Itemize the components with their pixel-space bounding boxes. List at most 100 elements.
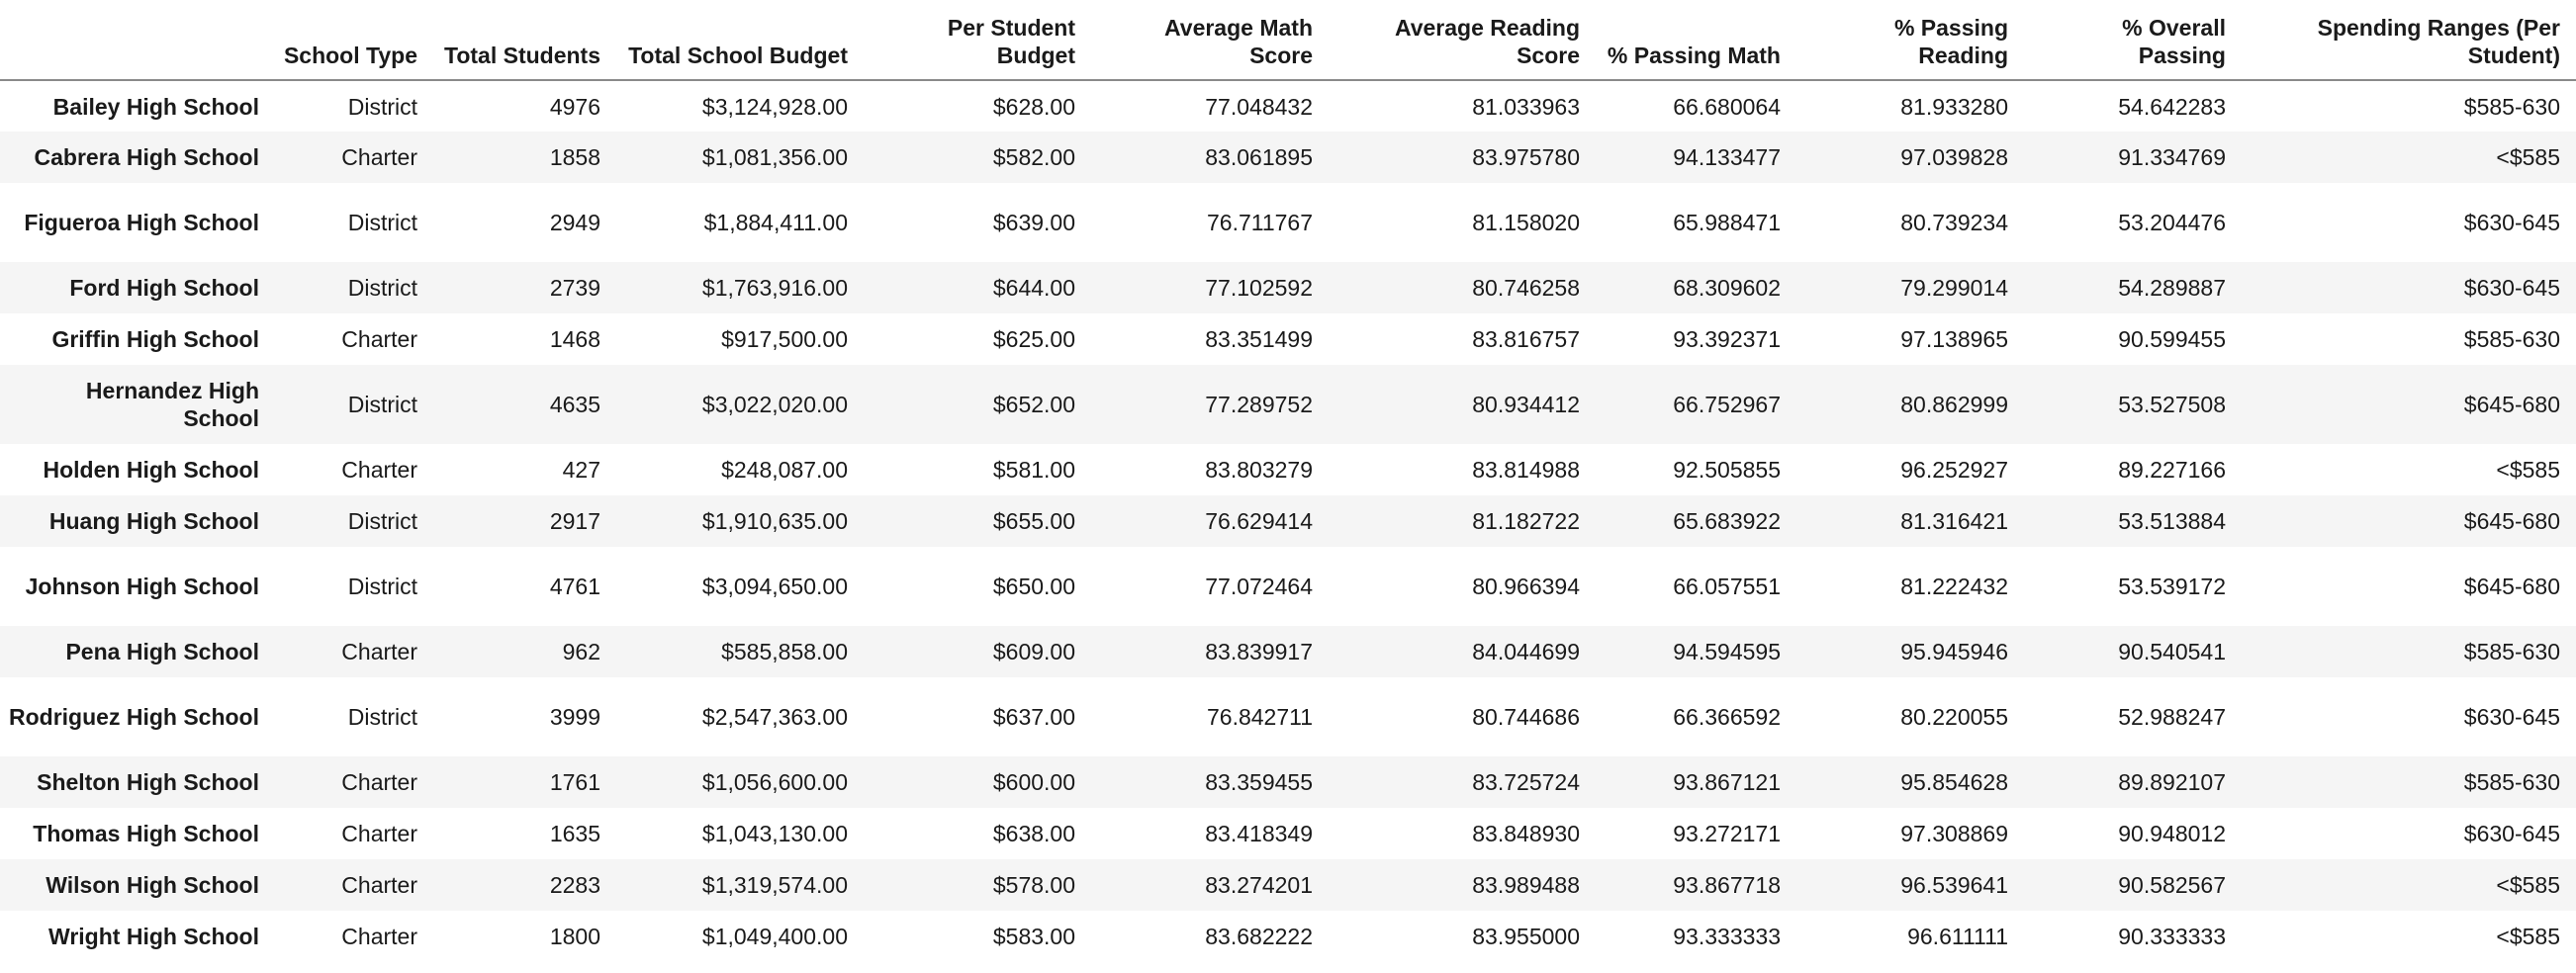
school-type-cell: Charter xyxy=(341,769,417,795)
total-students-cell: 1858 xyxy=(549,144,600,170)
spending-ranges-header: Spending Ranges (Per Student) xyxy=(2242,0,2576,81)
passing-math-cell: 66.366592 xyxy=(1673,704,1781,730)
passing-math-header: % Passing Math xyxy=(1596,0,1796,81)
school-type-cell: Charter xyxy=(341,872,417,898)
table-row: Rodriguez High School District 3999 $2,547,… xyxy=(0,677,2576,756)
spending-range-cell: $645-680 xyxy=(2463,508,2560,534)
table-row: Holden High School Charter 427 $248,087.00 $… xyxy=(0,444,2576,495)
school-name-cell: Johnson High School xyxy=(25,574,259,599)
school-name-cell: Shelton High School xyxy=(37,769,259,795)
overall-passing-cell: 52.988247 xyxy=(2118,704,2226,730)
per-student-budget-cell: $578.00 xyxy=(992,872,1075,898)
average-math-score-cell: 76.842711 xyxy=(1206,704,1313,730)
passing-reading-cell: 80.739234 xyxy=(1900,210,2008,235)
per-student-budget-cell: $609.00 xyxy=(992,639,1075,664)
table-row: Huang High School District 2917 $1,910,635.… xyxy=(0,495,2576,547)
school-name-cell: Rodriguez High School xyxy=(9,704,259,730)
school-type-cell: District xyxy=(347,704,417,730)
average-reading-score-cell: 84.044699 xyxy=(1472,639,1580,664)
average-reading-score-cell: 81.033963 xyxy=(1472,93,1580,120)
school-name-cell: Hernandez High School xyxy=(85,378,259,431)
total-school-budget-cell: $1,049,400.00 xyxy=(701,924,848,949)
overall-passing-cell: 90.948012 xyxy=(2118,821,2226,846)
average-reading-score-cell: 81.182722 xyxy=(1472,508,1580,534)
passing-math-cell: 65.683922 xyxy=(1673,508,1781,534)
table-row: Bailey High School District 4976 $3,124,928… xyxy=(0,80,2576,132)
passing-reading-cell: 96.539641 xyxy=(1900,872,2008,898)
school-type-cell: Charter xyxy=(341,457,417,483)
overall-passing-cell: 90.333333 xyxy=(2118,924,2226,949)
average-math-score-cell: 83.418349 xyxy=(1205,821,1313,846)
overall-passing-cell: 54.289887 xyxy=(2118,275,2226,301)
average-math-score-cell: 77.072464 xyxy=(1205,574,1313,599)
total-students-cell: 962 xyxy=(562,639,600,664)
school-name-cell: Wright High School xyxy=(48,924,259,949)
per-student-budget-cell: $581.00 xyxy=(992,457,1075,483)
average-math-score-cell: 83.061895 xyxy=(1205,144,1313,170)
passing-reading-cell: 97.039828 xyxy=(1900,144,2008,170)
header-row: School Type Total Students Total School … xyxy=(0,0,2576,81)
per-student-budget-cell: $639.00 xyxy=(992,210,1075,235)
total-students-cell: 2739 xyxy=(549,275,600,301)
passing-math-cell: 66.680064 xyxy=(1673,93,1781,120)
passing-reading-cell: 81.222432 xyxy=(1900,574,2008,599)
overall-passing-header: % Overall Passing xyxy=(2024,0,2242,81)
total-school-budget-cell: $3,094,650.00 xyxy=(701,574,848,599)
per-student-budget-cell: $638.00 xyxy=(992,821,1075,846)
school-type-cell: Charter xyxy=(341,326,417,352)
table-row: Johnson High School District 4761 $3,094,65… xyxy=(0,547,2576,626)
average-math-score-cell: 77.102592 xyxy=(1205,275,1313,301)
total-school-budget-cell: $1,910,635.00 xyxy=(701,508,848,534)
passing-reading-cell: 79.299014 xyxy=(1900,275,2008,301)
table-row: Griffin High School Charter 1468 $917,500.0… xyxy=(0,313,2576,365)
total-students-cell: 4761 xyxy=(549,574,600,599)
total-students-cell: 2283 xyxy=(549,872,600,898)
total-school-budget-cell: $3,124,928.00 xyxy=(701,93,848,120)
passing-math-cell: 93.867718 xyxy=(1673,872,1781,898)
index-header xyxy=(0,0,275,81)
spending-range-cell: $645-680 xyxy=(2463,574,2560,599)
average-math-score-cell: 77.048432 xyxy=(1205,93,1313,120)
passing-math-cell: 94.133477 xyxy=(1673,144,1781,170)
table-row: Wright High School Charter 1800 $1,049,400.… xyxy=(0,911,2576,962)
school-type-cell: District xyxy=(347,275,417,301)
total-students-cell: 2917 xyxy=(549,508,600,534)
table-row: Thomas High School Charter 1635 $1,043,130.… xyxy=(0,808,2576,859)
passing-reading-cell: 96.611111 xyxy=(1907,924,2008,949)
overall-passing-cell: 53.513884 xyxy=(2118,508,2226,534)
school-type-cell: District xyxy=(347,508,417,534)
average-math-score-cell: 83.803279 xyxy=(1205,457,1313,483)
average-reading-score-cell: 83.989488 xyxy=(1472,872,1580,898)
table-row: Ford High School District 2739 $1,763,916.0… xyxy=(0,262,2576,313)
spending-range-cell: $585-630 xyxy=(2463,93,2560,120)
spending-range-cell: <$585 xyxy=(2496,144,2560,170)
total-students-cell: 4976 xyxy=(549,93,600,120)
overall-passing-cell: 90.599455 xyxy=(2118,326,2226,352)
spending-range-cell: $645-680 xyxy=(2463,392,2560,417)
school-name-cell: Huang High School xyxy=(48,508,259,534)
average-reading-score-cell: 83.725724 xyxy=(1472,769,1580,795)
spending-range-cell: $585-630 xyxy=(2463,639,2560,664)
per-student-budget-header: Per Student Budget xyxy=(864,0,1091,81)
table-row: Hernandez High School District 4635 $3,022,… xyxy=(0,365,2576,444)
school-name-cell: Thomas High School xyxy=(33,821,259,846)
average-reading-score-cell: 80.744686 xyxy=(1472,704,1580,730)
total-students-cell: 1761 xyxy=(549,769,600,795)
average-math-score-header: Average Math Score xyxy=(1091,0,1329,81)
total-students-cell: 1635 xyxy=(549,821,600,846)
spending-range-cell: <$585 xyxy=(2496,924,2560,949)
per-student-budget-cell: $628.00 xyxy=(992,93,1075,120)
passing-math-cell: 66.752967 xyxy=(1673,392,1781,417)
school-name-cell: Pena High School xyxy=(65,639,259,664)
total-school-budget-cell: $585,858.00 xyxy=(721,639,848,664)
spending-range-cell: $630-645 xyxy=(2463,210,2560,235)
table-body: Bailey High School District 4976 $3,124,928… xyxy=(0,80,2576,962)
passing-math-cell: 94.594595 xyxy=(1673,639,1781,664)
overall-passing-cell: 89.227166 xyxy=(2118,457,2226,483)
total-students-cell: 3999 xyxy=(549,704,600,730)
spending-range-cell: $630-645 xyxy=(2463,704,2560,730)
passing-math-cell: 93.867121 xyxy=(1673,769,1781,795)
total-school-budget-cell: $1,043,130.00 xyxy=(701,821,848,846)
